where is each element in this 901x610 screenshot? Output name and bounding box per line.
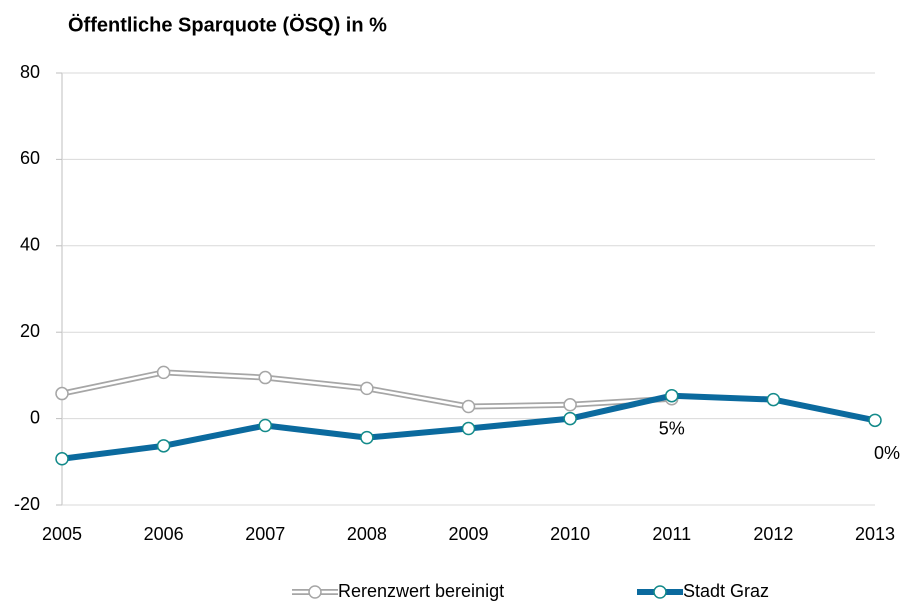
point-marker	[868, 413, 882, 428]
x-tick-label: 2005	[42, 524, 82, 544]
point-marker	[665, 388, 679, 403]
x-tick-label: 2009	[448, 524, 488, 544]
legend-marker	[308, 585, 322, 599]
data-label: 0%	[874, 443, 900, 463]
x-tick-label: 2008	[347, 524, 387, 544]
point-marker	[766, 392, 781, 407]
legend-label: Rerenzwert bereinigt	[338, 581, 504, 601]
y-tick-label: 60	[20, 148, 40, 168]
x-tick-label: 2010	[550, 524, 590, 544]
legend-label: Stadt Graz	[683, 581, 769, 601]
point-marker	[461, 421, 476, 436]
y-tick-label: 40	[20, 235, 40, 255]
point-marker	[258, 370, 272, 385]
y-tick-label: -20	[14, 494, 40, 514]
x-tick-label: 2013	[855, 524, 895, 544]
point-marker	[461, 399, 476, 414]
legend-marker	[653, 585, 667, 599]
y-tick-label: 80	[20, 62, 40, 82]
point-marker	[360, 430, 374, 445]
chart-title: Öffentliche Sparquote (ÖSQ) in %	[68, 13, 387, 36]
y-tick-label: 20	[20, 321, 40, 341]
point-marker	[55, 386, 69, 401]
point-marker	[156, 439, 171, 453]
point-marker	[156, 365, 171, 380]
point-marker	[360, 381, 374, 396]
point-marker	[563, 398, 577, 412]
y-tick-label: 0	[30, 407, 40, 427]
x-tick-label: 2006	[144, 524, 184, 544]
data-label: 5%	[659, 418, 685, 438]
x-tick-label: 2007	[245, 524, 285, 544]
point-marker	[55, 452, 69, 466]
point-marker	[258, 418, 272, 433]
point-marker	[563, 411, 577, 426]
x-tick-label: 2012	[753, 524, 793, 544]
x-tick-label: 2011	[652, 524, 691, 544]
